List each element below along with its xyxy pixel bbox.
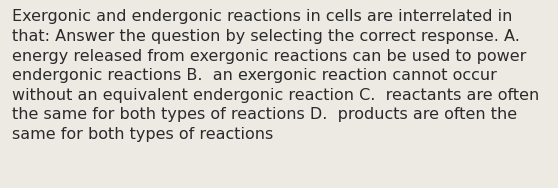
Text: Exergonic and endergonic reactions in cells are interrelated in
that: Answer the: Exergonic and endergonic reactions in ce… <box>12 9 540 142</box>
